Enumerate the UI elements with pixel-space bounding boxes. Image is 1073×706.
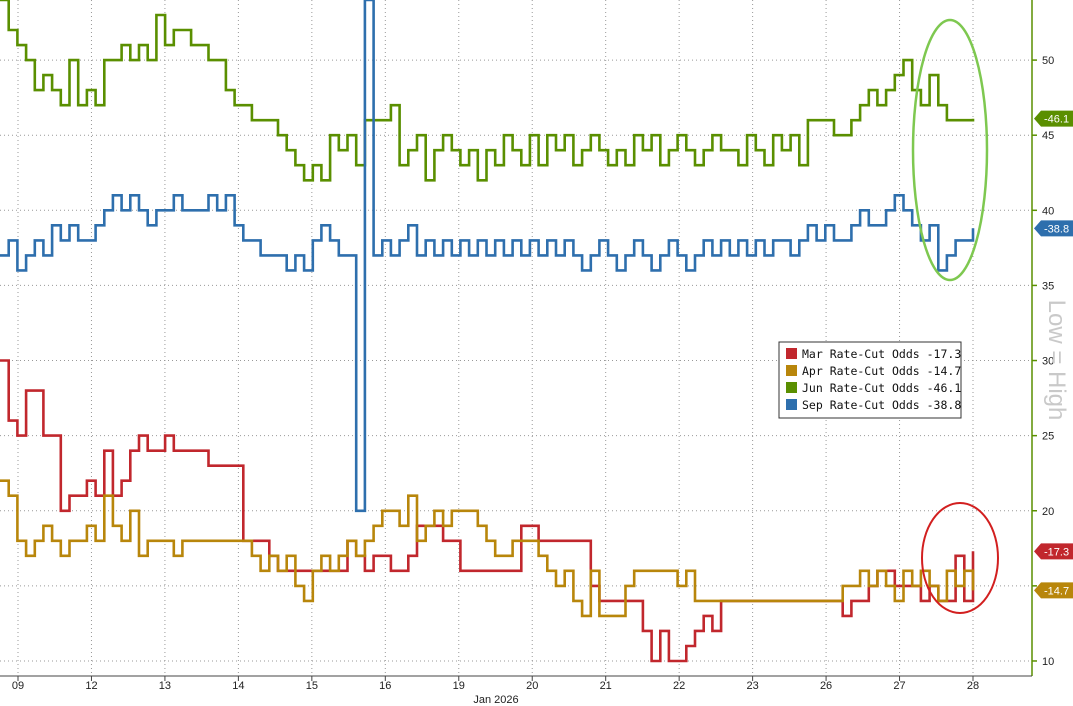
y-tick-label: 50 xyxy=(1042,55,1054,67)
y-tick-label: 30 xyxy=(1042,356,1054,368)
last-value-tag-jun: -46.1 xyxy=(1034,110,1073,127)
x-axis-ticks: 09 12 13 14 15 16 19 20 21 22 23 26 27 28 xyxy=(12,676,979,692)
x-tick-label: 27 xyxy=(893,680,905,692)
y-tick-label: 45 xyxy=(1042,130,1054,142)
last-value-tag-apr: -14.7 xyxy=(1034,582,1073,599)
y-tick-label: 35 xyxy=(1042,280,1054,292)
legend-label: Apr Rate-Cut Odds -14.7 xyxy=(802,364,961,378)
highlight-ellipse-bottom xyxy=(921,502,999,614)
last-value-text: -14.7 xyxy=(1044,585,1069,597)
series-line-apr xyxy=(0,479,975,618)
annotation-layer xyxy=(911,18,999,614)
series-layer xyxy=(0,0,975,663)
highlight-ellipse-top xyxy=(911,18,989,282)
legend-swatch xyxy=(786,382,797,393)
x-tick-label: 16 xyxy=(379,680,391,692)
x-tick-label: 26 xyxy=(820,680,832,692)
last-value-tag-sep: -38.8 xyxy=(1034,220,1073,237)
x-tick-label: 12 xyxy=(85,680,97,692)
legend-label: Jun Rate-Cut Odds -46.1 xyxy=(802,381,961,395)
x-tick-label: 14 xyxy=(232,680,244,692)
y-tick-label: 40 xyxy=(1042,205,1054,217)
y-tick-label: 10 xyxy=(1042,656,1054,668)
last-value-text: -38.8 xyxy=(1044,223,1069,235)
x-tick-label: 28 xyxy=(967,680,979,692)
x-tick-label: 19 xyxy=(453,680,465,692)
last-value-text: -46.1 xyxy=(1044,114,1069,126)
legend: Mar Rate-Cut Odds -17.3 Apr Rate-Cut Odds… xyxy=(778,341,962,419)
x-tick-label: 20 xyxy=(526,680,538,692)
legend-label: Sep Rate-Cut Odds -38.8 xyxy=(802,398,961,412)
last-value-tag-mar: -17.3 xyxy=(1034,543,1073,560)
legend-label: Mar Rate-Cut Odds -17.3 xyxy=(802,347,961,361)
last-value-tags: -17.3 -14.7 -46.1 -38.8 xyxy=(1034,110,1073,599)
series-line-sep xyxy=(0,0,975,513)
gridlines xyxy=(0,0,1032,676)
legend-swatch xyxy=(786,348,797,359)
series-line-jun xyxy=(0,0,975,182)
x-tick-label: 21 xyxy=(600,680,612,692)
x-tick-label: 15 xyxy=(306,680,318,692)
x-tick-label: 13 xyxy=(159,680,171,692)
axis-note: Low = High xyxy=(1043,300,1070,421)
y-tick-label: 20 xyxy=(1042,506,1054,518)
legend-swatch xyxy=(786,365,797,376)
legend-box xyxy=(778,341,962,419)
last-value-text: -17.3 xyxy=(1044,546,1069,558)
y-tick-label: 25 xyxy=(1042,431,1054,443)
x-tick-label: 23 xyxy=(746,680,758,692)
x-tick-label: 09 xyxy=(12,680,24,692)
x-axis-label: Jan 2026 xyxy=(473,694,518,706)
legend-swatch xyxy=(786,399,797,410)
x-tick-label: 22 xyxy=(673,680,685,692)
